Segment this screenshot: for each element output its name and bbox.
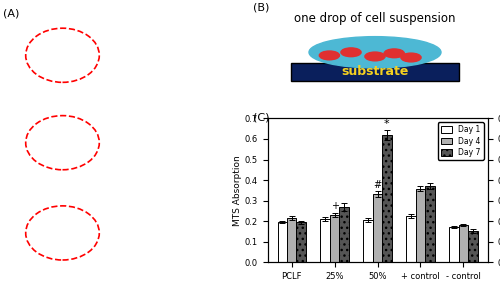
- Bar: [373, 194, 382, 262]
- Bar: [320, 219, 330, 262]
- FancyBboxPatch shape: [291, 63, 459, 81]
- Text: (A): (A): [2, 8, 19, 18]
- Text: *: *: [384, 119, 390, 129]
- Text: +: +: [330, 201, 338, 211]
- Bar: [364, 220, 373, 262]
- Text: a: a: [10, 17, 16, 27]
- Text: substrate: substrate: [342, 65, 408, 78]
- Bar: [416, 189, 425, 262]
- Circle shape: [384, 49, 404, 58]
- Text: c: c: [10, 195, 16, 205]
- Text: b: b: [10, 105, 16, 114]
- Text: 100 μm: 100 μm: [200, 263, 224, 268]
- Text: one drop of cell suspension: one drop of cell suspension: [294, 12, 456, 25]
- Bar: [458, 225, 468, 262]
- Bar: [296, 222, 306, 262]
- Bar: [278, 222, 287, 262]
- Bar: [330, 215, 340, 262]
- Bar: [449, 227, 458, 262]
- Circle shape: [401, 53, 421, 62]
- Text: d: d: [134, 17, 141, 27]
- Bar: [287, 218, 296, 262]
- Text: e: e: [134, 105, 141, 114]
- Text: #: #: [374, 180, 382, 190]
- Ellipse shape: [309, 37, 441, 68]
- Bar: [382, 135, 392, 262]
- Circle shape: [365, 52, 385, 61]
- Text: (B): (B): [252, 3, 269, 13]
- Circle shape: [320, 51, 340, 60]
- Text: 500 μm: 500 μm: [78, 263, 102, 268]
- Y-axis label: MTS Absorption: MTS Absorption: [233, 155, 242, 226]
- Legend: Day 1, Day 4, Day 7: Day 1, Day 4, Day 7: [438, 122, 484, 160]
- Circle shape: [341, 48, 361, 57]
- Text: (C): (C): [252, 113, 269, 123]
- Bar: [425, 186, 434, 262]
- Bar: [468, 231, 477, 262]
- Bar: [340, 207, 348, 262]
- Bar: [406, 216, 416, 262]
- Text: f: f: [134, 195, 139, 205]
